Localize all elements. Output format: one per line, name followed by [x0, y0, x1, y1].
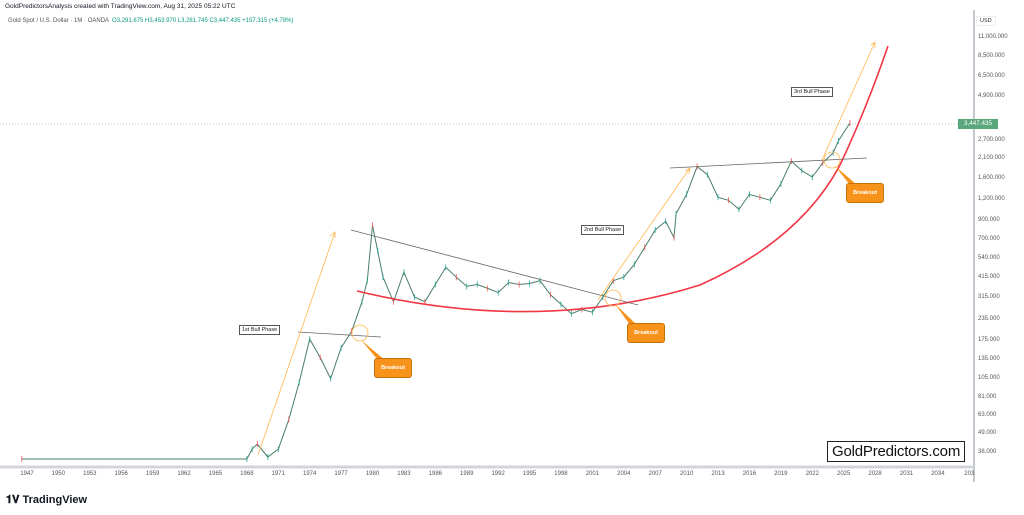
- x-tick-label: 2034: [931, 471, 945, 477]
- y-tick-label: 2,100.000: [978, 155, 1005, 162]
- breakout-circle-2: [604, 289, 622, 307]
- label-2nd-bull-phase[interactable]: 2nd Bull Phase: [581, 225, 624, 235]
- current-price-tag: 3,447.435: [958, 119, 998, 129]
- tradingview-logo-icon: 𝟏𝐕: [6, 494, 23, 506]
- arrow-3[interactable]: [821, 41, 876, 161]
- y-tick-label: 4,900.000: [978, 93, 1005, 100]
- currency-label[interactable]: USD: [976, 16, 996, 26]
- y-tick-label: 6,500.000: [978, 72, 1005, 79]
- y-tick-label: 1,200.000: [978, 196, 1005, 203]
- y-tick-label: 49.000: [978, 430, 997, 437]
- x-tick-label: 2028: [868, 471, 882, 477]
- x-tick-label: 1992: [491, 471, 505, 477]
- x-tick-label: 1959: [145, 471, 160, 477]
- x-tick-label: 1950: [51, 471, 66, 477]
- support-curve[interactable]: [356, 45, 889, 313]
- x-tick-label: 1995: [522, 471, 537, 477]
- x-tick-label: 2022: [805, 471, 819, 477]
- x-tick-label: 2025: [836, 471, 851, 477]
- y-tick-label: 105.000: [978, 374, 1000, 381]
- drawings[interactable]: [257, 41, 889, 456]
- x-tick-label: 1965: [208, 471, 223, 477]
- x-tick-label: 2004: [617, 471, 631, 477]
- x-tick-label: 1989: [460, 471, 474, 477]
- y-tick-label: 315.000: [978, 294, 1000, 301]
- y-tick-label: 135.000: [978, 356, 1000, 363]
- breakout-callout-1[interactable]: Breakout: [374, 358, 412, 378]
- y-tick-label: 2,700.000: [978, 136, 1005, 143]
- breakout-callout-2[interactable]: Breakout: [627, 323, 665, 343]
- resistance-line-1[interactable]: [297, 331, 382, 338]
- x-tick-label: 2016: [742, 471, 757, 477]
- y-tick-label: 540.000: [978, 254, 1000, 261]
- breakout-callout-3[interactable]: Breakout: [846, 183, 884, 203]
- x-tick-label: 1977: [334, 471, 348, 477]
- callout-pointer-1: [361, 340, 385, 360]
- arrow-1[interactable]: [257, 231, 336, 456]
- x-tick-label: 1962: [177, 471, 191, 477]
- resistance-line-3[interactable]: [669, 157, 868, 169]
- x-tick-label: 2013: [711, 471, 725, 477]
- ohlc-values: O3,291.675 H3,453.970 L3,281.745 C3,447.…: [112, 18, 294, 24]
- x-tick-label: 1956: [114, 471, 128, 477]
- x-tick-label: 1986: [428, 471, 443, 477]
- price-series-line: [21, 122, 851, 460]
- y-tick-label: 38.000: [978, 449, 997, 455]
- y-tick-label: 415.000: [978, 274, 1000, 280]
- x-tick-label: 1998: [554, 471, 568, 477]
- x-tick-label: 1947: [20, 471, 34, 477]
- callout-pointer-2: [615, 304, 637, 325]
- callout-pointer-3: [835, 166, 857, 185]
- y-tick-label: 8,500.000: [978, 52, 1005, 59]
- y-tick-label: 1,600.000: [978, 175, 1005, 182]
- y-tick-label: 700.000: [978, 235, 1000, 242]
- x-tick-label: 1983: [397, 471, 411, 477]
- chart-credit: GoldPredictorsAnalysis created with Trad…: [5, 3, 236, 10]
- y-tick-label: 235.000: [978, 315, 1000, 322]
- x-tick-label: 1953: [83, 471, 97, 477]
- label-3rd-bull-phase[interactable]: 3rd Bull Phase: [791, 87, 833, 97]
- x-tick-label: 2031: [899, 471, 914, 477]
- y-tick-label: 63.000: [978, 411, 997, 418]
- logo-text: TradingView: [22, 494, 88, 506]
- symbol-name[interactable]: Gold Spot / U.S. Dollar · 1M · OANDA: [8, 18, 110, 24]
- x-tick-label: 2001: [585, 471, 600, 477]
- x-tick-label: 203: [964, 471, 975, 477]
- y-tick-label: 175.000: [978, 337, 1000, 344]
- arrow-2[interactable]: [597, 167, 691, 301]
- resistance-line-2[interactable]: [350, 229, 639, 306]
- x-tick-label: 2010: [679, 471, 694, 477]
- symbol-legend: Gold Spot / U.S. Dollar · 1M · OANDA O3,2…: [8, 18, 294, 24]
- x-tick-label: 2007: [648, 471, 662, 477]
- label-1st-bull-phase[interactable]: 1st Bull Phase: [239, 325, 281, 335]
- breakout-circle-3: [823, 151, 841, 169]
- x-tick-label: 1968: [240, 471, 254, 477]
- x-tick-label: 1974: [303, 471, 317, 477]
- x-tick-label: 1971: [271, 471, 285, 477]
- y-tick-label: 81.000: [978, 393, 997, 400]
- x-tick-label: 1980: [365, 471, 380, 477]
- tradingview-logo[interactable]: 𝟏𝐕 TradingView: [6, 494, 87, 507]
- watermark: GoldPredictors.com: [827, 441, 966, 462]
- x-tick-label: 2019: [774, 471, 788, 477]
- y-tick-label: 11,000.000: [978, 34, 1008, 41]
- y-tick-label: 900.000: [978, 217, 1000, 224]
- breakout-circle-1: [351, 324, 369, 342]
